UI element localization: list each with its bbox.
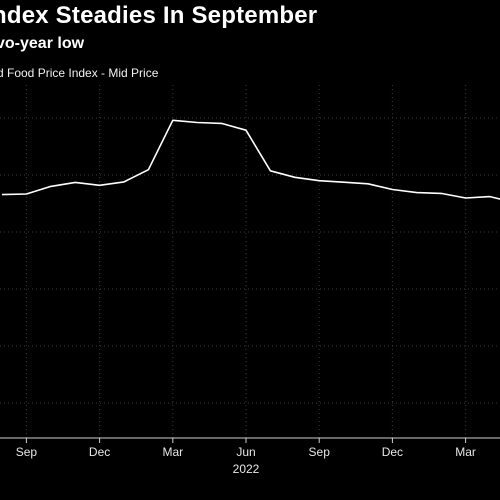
x-year-label: 2022 — [233, 462, 260, 476]
x-tick-label: Jun — [236, 445, 255, 459]
x-tick-label: Sep — [16, 445, 38, 459]
x-tick-label: Dec — [89, 445, 110, 459]
series-label: d Food Price Index - Mid Price — [0, 66, 159, 80]
chart-title: ndex Steadies In September — [0, 2, 318, 29]
axis-layer: Sep Dec Mar Jun Sep Dec Mar 2022 — [0, 437, 500, 476]
x-tick-label: Dec — [382, 445, 403, 459]
grid-layer — [0, 85, 500, 438]
line-layer — [1, 119, 500, 200]
x-tick-label: Sep — [309, 445, 331, 459]
series-line — [1, 119, 500, 200]
chart-subtitle: vo-year low — [0, 35, 85, 52]
x-tick-label: Mar — [455, 445, 476, 459]
x-tick-label: Mar — [162, 445, 183, 459]
